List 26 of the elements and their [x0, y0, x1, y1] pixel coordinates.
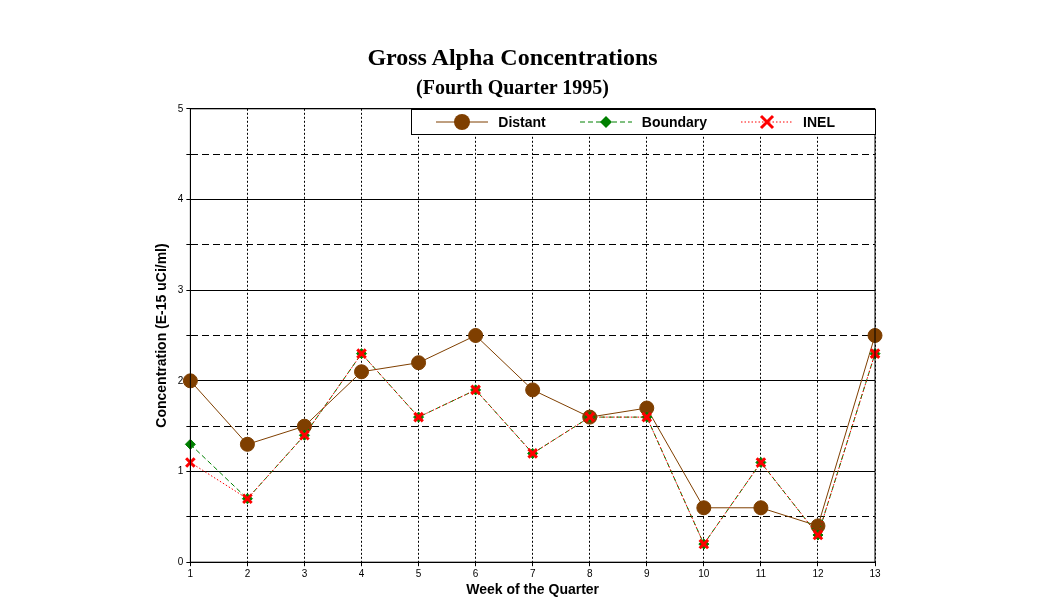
x-tick-label: 13 [869, 567, 881, 579]
x-tick-label: 8 [586, 567, 593, 579]
x-tick-label: 2 [244, 567, 251, 579]
chart-subtitle: (Fourth Quarter 1995) [416, 75, 609, 99]
chart-title: Gross Alpha Concentrations [367, 43, 658, 70]
legend-label: INEL [803, 113, 835, 130]
x-tick-label: 10 [698, 567, 710, 579]
x-tick-label: 9 [644, 567, 651, 579]
y-tick-label: 5 [177, 102, 184, 114]
x-axis-title: Week of the Quarter [466, 581, 600, 598]
x-tick-label: 6 [472, 567, 479, 579]
x-tick-label: 1 [187, 567, 194, 579]
y-tick-label: 3 [177, 283, 184, 295]
y-tick-label: 1 [177, 465, 184, 477]
y-tick-label: 0 [177, 555, 184, 567]
y-tick-label: 4 [177, 193, 184, 205]
y-tick-label: 2 [177, 374, 184, 386]
legend-label: Distant [498, 113, 546, 130]
x-tick-label: 7 [529, 567, 536, 579]
x-tick-label: 4 [358, 567, 365, 579]
x-tick-label: 5 [415, 567, 422, 579]
x-tick-label: 11 [755, 567, 767, 579]
x-tick-label: 3 [301, 567, 308, 579]
legend-label: Boundary [641, 113, 708, 130]
y-axis-title: Concentration (E-15 uCi/ml) [153, 243, 170, 428]
x-tick-label: 12 [812, 567, 824, 579]
